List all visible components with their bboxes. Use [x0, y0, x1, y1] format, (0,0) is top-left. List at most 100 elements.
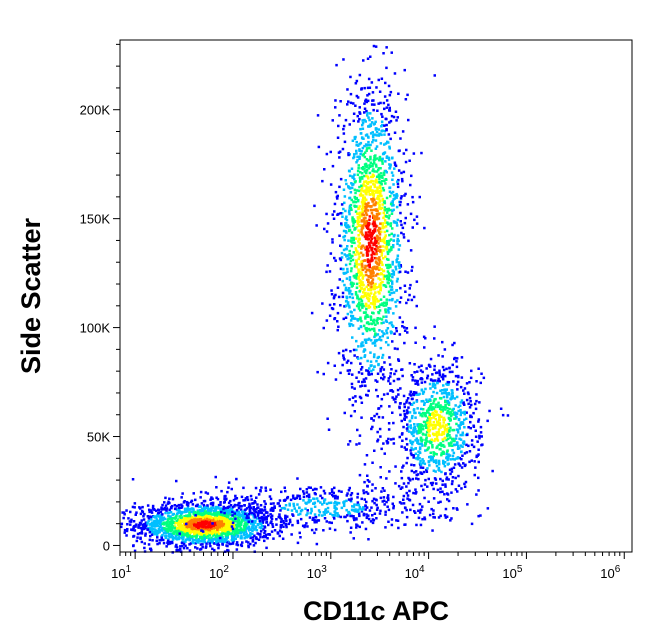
event-dot — [481, 443, 484, 446]
event-dot — [381, 302, 384, 305]
event-dot — [387, 379, 390, 383]
event-dot — [222, 532, 225, 535]
event-dot — [210, 516, 213, 520]
event-dot — [351, 139, 355, 142]
event-dot — [258, 533, 262, 536]
event-dot — [358, 149, 361, 152]
event-dot — [167, 535, 171, 538]
event-dot — [455, 360, 458, 363]
event-dot — [153, 525, 157, 528]
event-dot — [460, 450, 463, 453]
event-dot — [459, 438, 463, 441]
event-dot — [342, 124, 346, 128]
event-dot — [193, 518, 196, 521]
event-dot — [324, 509, 327, 512]
event-dot — [216, 497, 220, 501]
event-dot — [385, 241, 389, 244]
event-dot — [218, 525, 221, 528]
event-dot — [501, 413, 505, 417]
event-dot — [365, 285, 368, 289]
event-dot — [259, 522, 263, 525]
event-dot — [451, 428, 454, 432]
event-dot — [240, 535, 243, 539]
event-dot — [367, 136, 370, 139]
event-dot — [374, 179, 378, 182]
event-dot — [428, 418, 432, 422]
event-dot — [147, 543, 151, 546]
event-dot — [344, 271, 348, 275]
event-dot — [344, 304, 348, 307]
event-dot — [406, 497, 409, 500]
event-dot — [164, 536, 168, 540]
event-dot — [148, 530, 152, 534]
event-dot — [392, 437, 395, 441]
event-dot — [349, 514, 352, 518]
event-dot — [322, 529, 325, 532]
event-dot — [435, 435, 439, 438]
event-dot — [418, 446, 422, 449]
event-dot — [405, 409, 409, 412]
event-dot — [366, 315, 370, 318]
event-dot — [379, 281, 383, 285]
event-dot — [229, 542, 233, 546]
event-dot — [312, 516, 315, 520]
event-dot — [375, 240, 378, 243]
event-dot — [405, 485, 408, 488]
event-dot — [200, 535, 203, 539]
event-dot — [209, 502, 213, 506]
event-dot — [387, 422, 391, 425]
event-dot — [406, 271, 410, 274]
event-dot — [438, 371, 441, 375]
event-dot — [191, 526, 195, 530]
event-dot — [371, 269, 374, 272]
event-dot — [358, 112, 362, 115]
event-dot — [374, 282, 377, 286]
event-dot — [248, 526, 251, 530]
event-dot — [477, 489, 480, 492]
event-dot — [389, 222, 393, 225]
event-dot — [448, 433, 451, 437]
event-dot — [210, 532, 213, 535]
event-dot — [445, 438, 448, 442]
event-dot — [401, 511, 404, 514]
event-dot — [211, 501, 215, 505]
event-dot — [365, 174, 368, 178]
event-dot — [233, 505, 236, 508]
event-dot — [223, 495, 226, 498]
event-dot — [397, 178, 400, 182]
event-dot — [352, 537, 355, 540]
event-dot — [436, 381, 439, 385]
event-dot — [457, 375, 460, 379]
event-dot — [358, 176, 362, 179]
event-dot — [468, 381, 471, 384]
event-dot — [456, 447, 460, 450]
event-dot — [358, 278, 361, 282]
event-dot — [228, 527, 231, 531]
event-dot — [377, 158, 381, 162]
event-dot — [366, 247, 370, 251]
event-dot — [384, 304, 388, 307]
event-dot — [412, 152, 416, 155]
event-dot — [377, 259, 381, 262]
event-dot — [401, 466, 404, 469]
event-dot — [381, 157, 384, 161]
event-dot — [396, 234, 400, 237]
event-dot — [416, 432, 419, 435]
event-dot — [436, 488, 440, 492]
event-dot — [365, 164, 369, 167]
event-dot — [437, 377, 440, 381]
event-dot — [366, 359, 369, 363]
event-dot — [374, 323, 377, 326]
event-dot — [326, 417, 329, 420]
event-dot — [361, 119, 364, 122]
event-dot — [408, 411, 412, 414]
event-dot — [491, 469, 494, 473]
event-dot — [349, 75, 352, 79]
event-dot — [369, 143, 372, 147]
event-dot — [357, 271, 360, 275]
event-dot — [288, 502, 291, 506]
event-dot — [361, 254, 365, 257]
event-dot — [412, 448, 415, 451]
event-dot — [162, 517, 165, 520]
event-dot — [166, 542, 170, 546]
